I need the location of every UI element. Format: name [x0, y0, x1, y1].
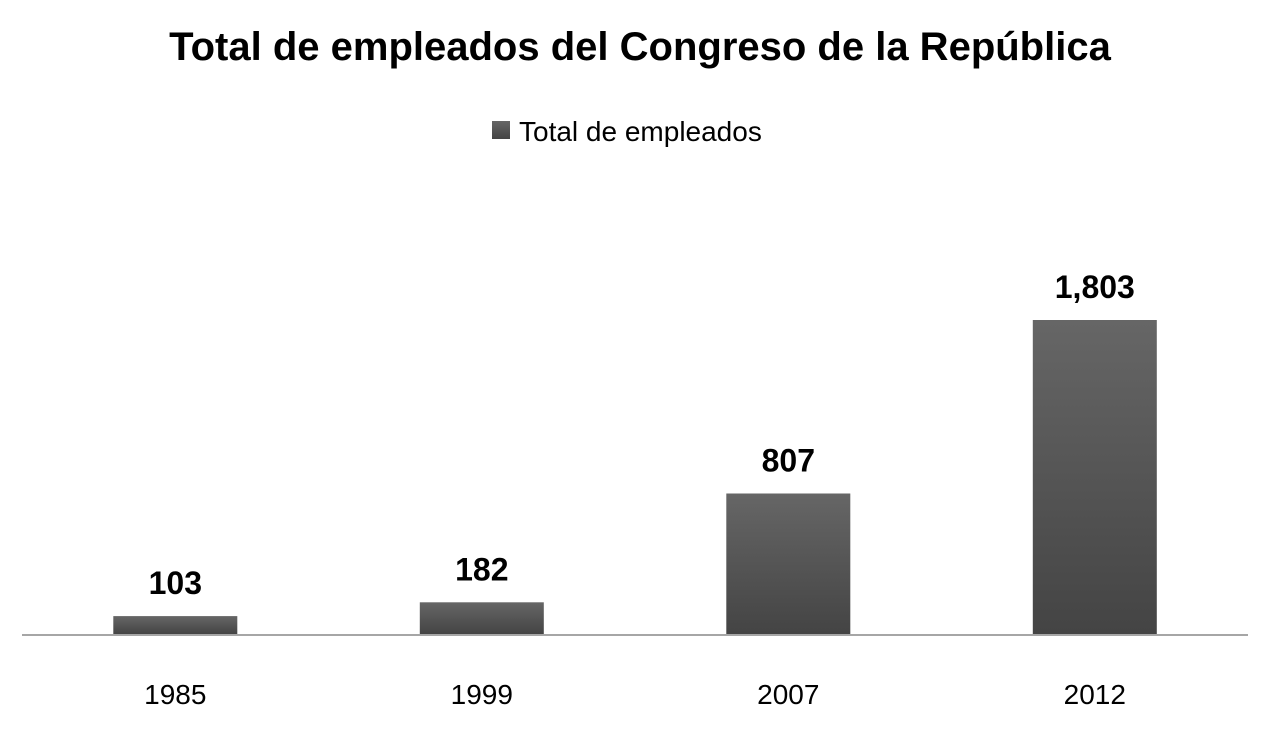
legend: Total de empleados — [492, 116, 762, 147]
data-label-2007: 807 — [762, 443, 815, 479]
legend-swatch — [492, 121, 510, 139]
data-label-1999: 182 — [455, 551, 508, 587]
x-tick-label-1999: 1999 — [451, 679, 513, 710]
x-axis-tick-labels: 1985 1999 2007 2012 — [144, 679, 1126, 710]
x-tick-label-2012: 2012 — [1064, 679, 1126, 710]
data-label-1985: 103 — [149, 565, 202, 601]
x-tick-label-2007: 2007 — [757, 679, 819, 710]
bar-2012 — [1032, 320, 1157, 634]
bar-1985 — [113, 616, 238, 634]
legend-label: Total de empleados — [519, 116, 762, 147]
data-label-2012: 1,803 — [1055, 269, 1135, 305]
data-labels-group: 103 182 807 1,803 — [149, 269, 1135, 601]
bars-group — [113, 320, 1157, 634]
chart-title: Total de empleados del Congreso de la Re… — [169, 25, 1111, 69]
bar-2007 — [726, 493, 851, 634]
x-tick-label-1985: 1985 — [144, 679, 206, 710]
bar-1999 — [419, 602, 544, 634]
